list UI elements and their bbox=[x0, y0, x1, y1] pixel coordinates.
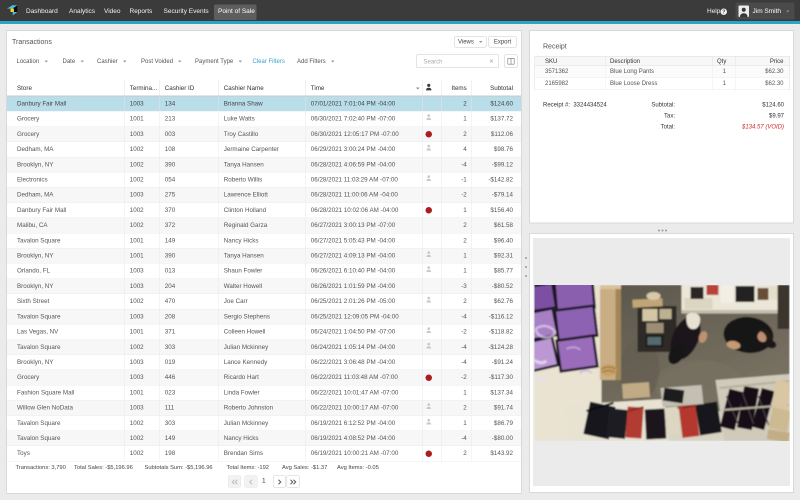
svg-text:?: ? bbox=[722, 10, 725, 16]
